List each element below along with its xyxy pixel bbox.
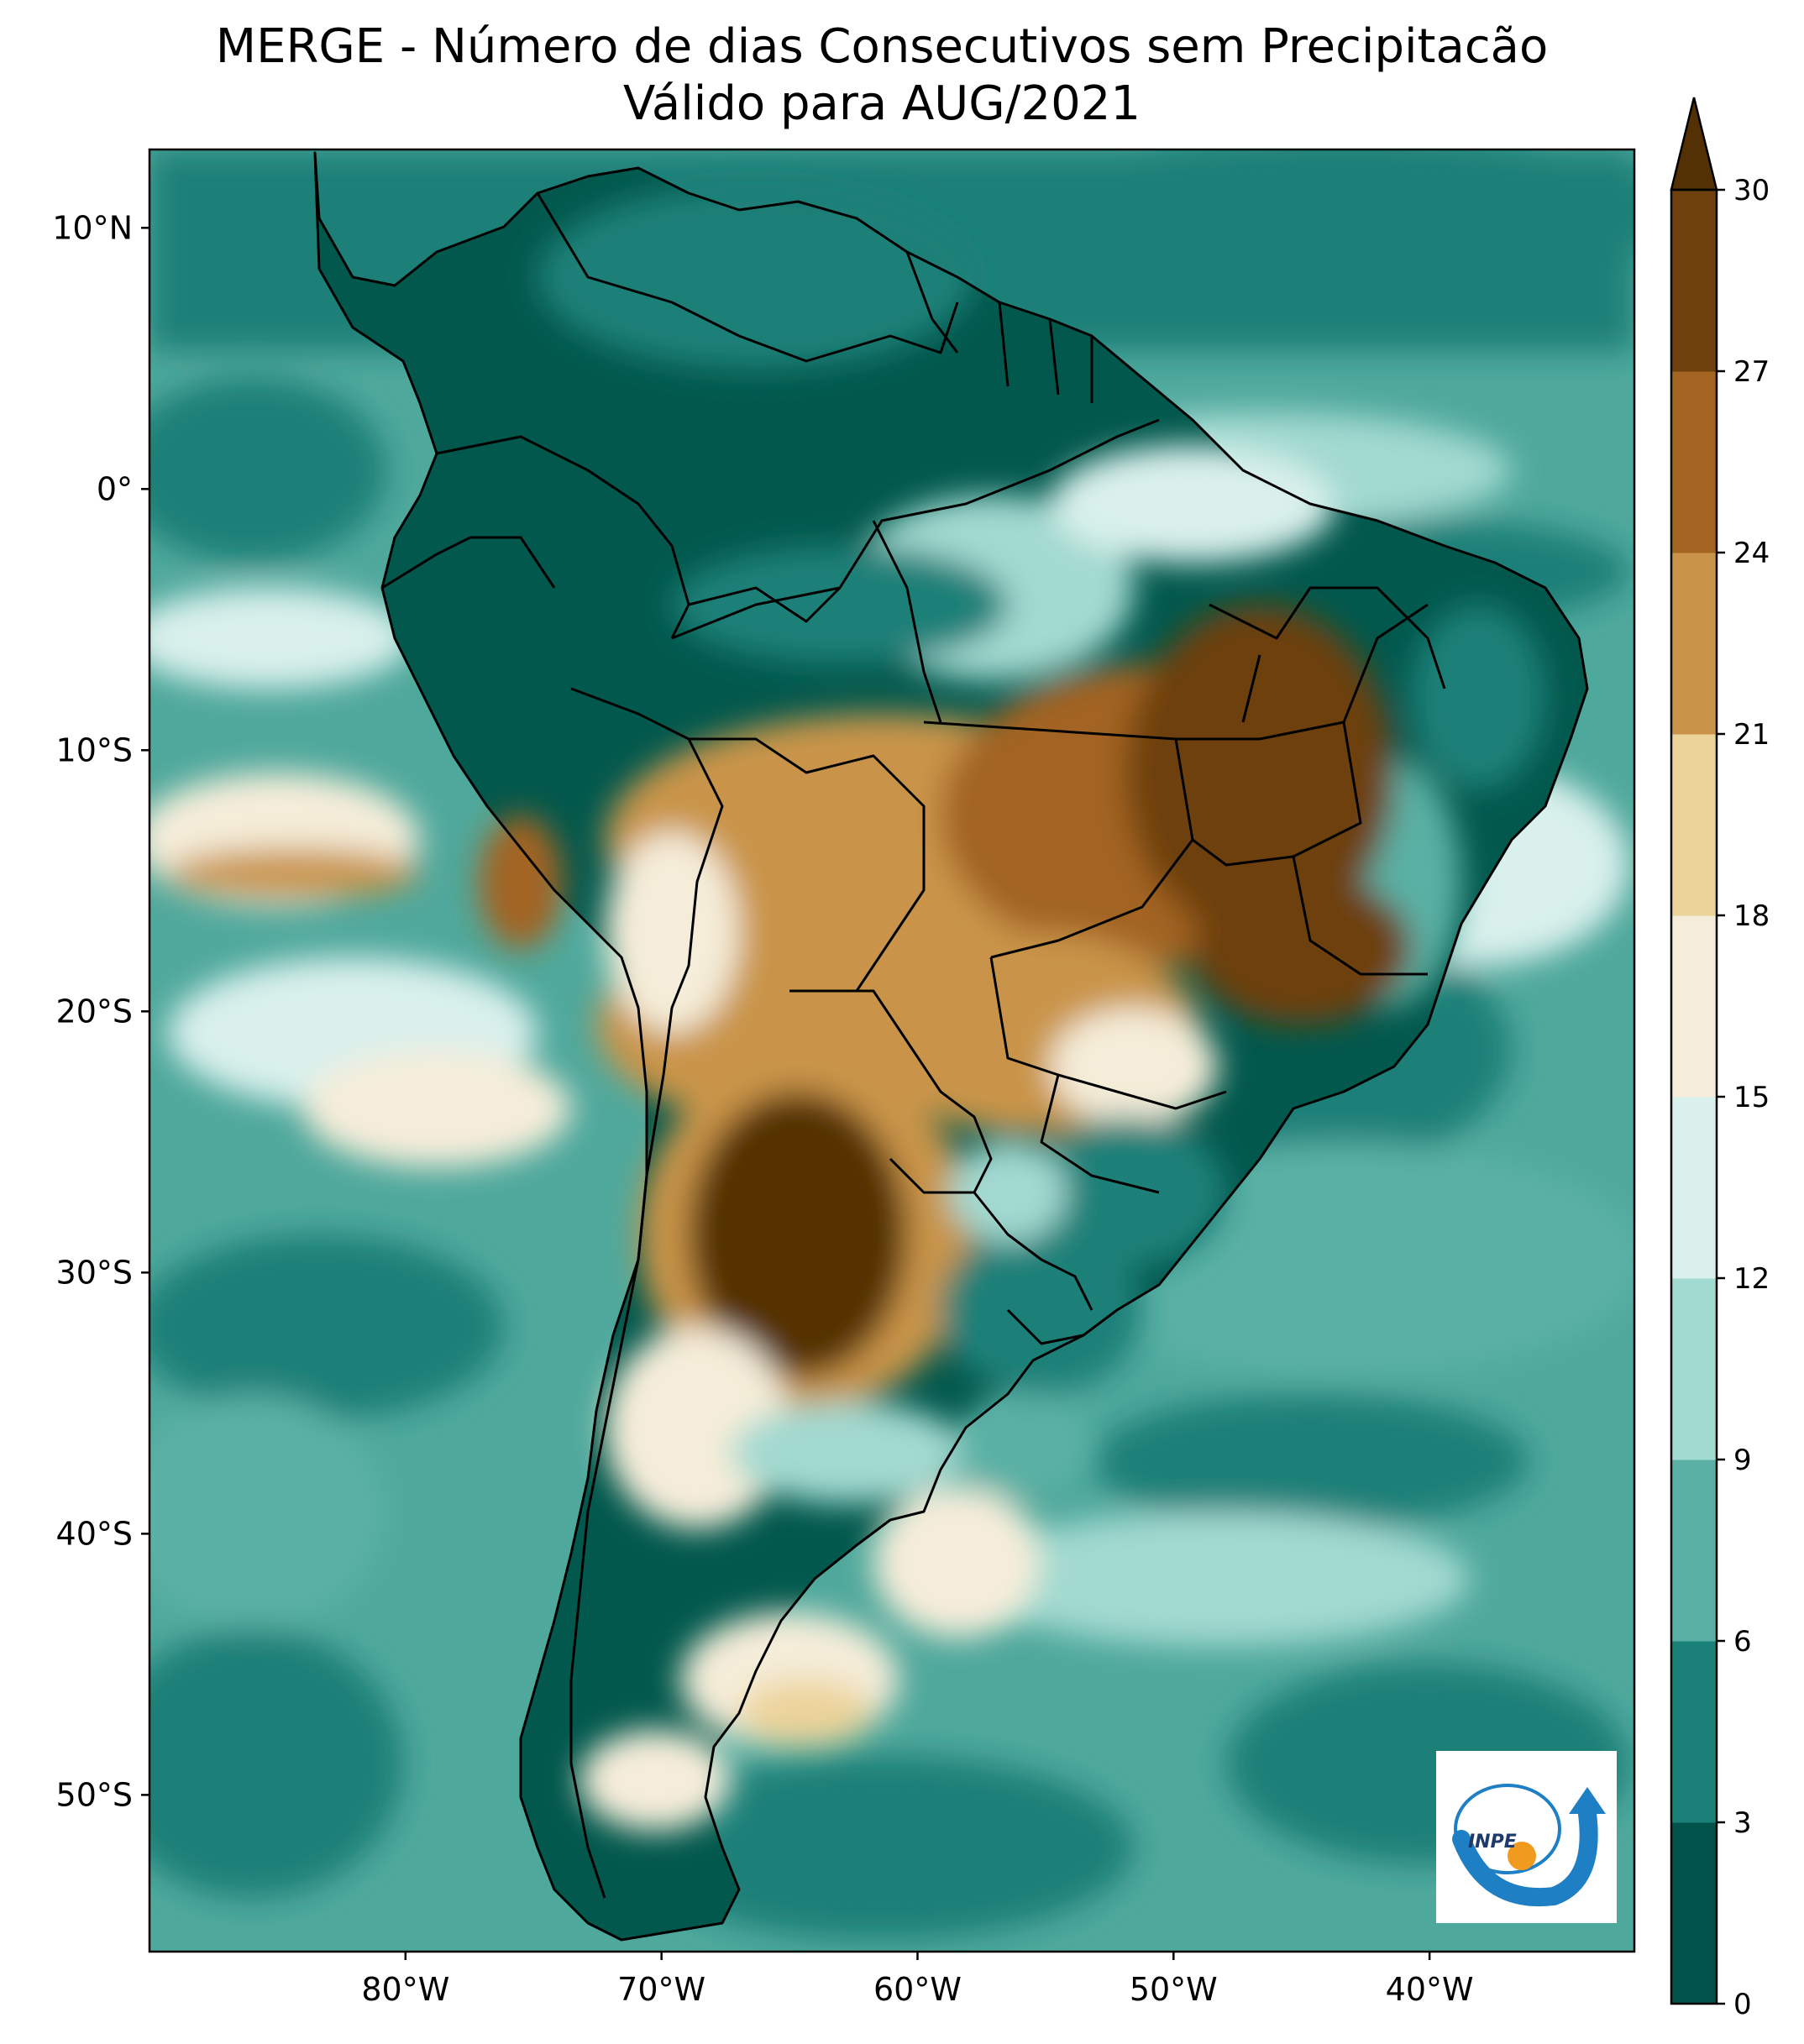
colorbar-segment <box>1671 1278 1717 1460</box>
lat-tick-label: 10°N <box>52 209 133 246</box>
colorbar-extend-arrow <box>1670 97 1718 191</box>
colorbar-label: 12 <box>1733 1262 1770 1296</box>
colorbar-label: 0 <box>1733 1988 1752 2021</box>
colorbar-label: 30 <box>1733 174 1770 207</box>
logo-arrow-icon <box>1569 1787 1606 1814</box>
lat-tick-label: 0° <box>97 470 133 507</box>
colorbar-segment <box>1671 1460 1717 1642</box>
border-uruguay <box>1006 1308 1084 1345</box>
colorbar-segment <box>1671 371 1717 553</box>
border-ecuador <box>381 536 556 590</box>
continent-outline <box>313 151 1589 1942</box>
lon-tick-label: 80°W <box>361 1971 449 2008</box>
colorbar-segment <box>1671 1097 1717 1279</box>
logo-sun-icon <box>1508 1842 1536 1870</box>
colorbar-segment <box>1671 915 1717 1098</box>
lat-tick-label: 10°S <box>56 731 133 768</box>
colorbar: 0 3 6 9 12 15 18 21 24 27 30 <box>1670 97 1770 2021</box>
map-frame <box>148 148 1636 1953</box>
colorbar-segment <box>1671 553 1717 735</box>
colorbar-label: 24 <box>1733 537 1770 570</box>
logo-text: INPE <box>1468 1832 1517 1853</box>
inpe-logo: INPE <box>1436 1751 1617 1923</box>
colorbar-label: 15 <box>1733 1081 1770 1114</box>
border-brazil-states-4 <box>1209 586 1446 723</box>
border-argentina-chile <box>569 1074 665 1899</box>
colorbar-segment <box>1671 734 1717 916</box>
colorbar-label: 6 <box>1733 1625 1752 1659</box>
logo-swoosh-icon <box>1452 1805 1598 1907</box>
map-title: MERGE - Número de dias Consecutivos sem … <box>215 19 1549 74</box>
border-brazil-north <box>671 418 1160 640</box>
border-brazil-states-5 <box>688 520 942 723</box>
map-subtitle: Válido para AUG/2021 <box>622 76 1141 131</box>
longitude-ticks: 80°W 70°W 60°W 50°W 40°W <box>361 1952 1474 2008</box>
colorbar-segment <box>1671 1641 1717 1823</box>
lat-tick-label: 20°S <box>56 993 133 1030</box>
border-venezuela <box>536 192 959 363</box>
latitude-ticks: 10°N 0° 10°S 20°S 30°S 40°S 50°S <box>52 209 149 1813</box>
lon-tick-label: 70°W <box>617 1971 705 2008</box>
logo-orbit-icon <box>1454 1784 1561 1874</box>
border-brazil-states-1 <box>923 603 1429 959</box>
colorbar-segment <box>1671 190 1717 372</box>
precip-zones <box>479 185 1545 1831</box>
colorbar-label: 9 <box>1733 1444 1752 1477</box>
lon-tick-label: 40°W <box>1386 1971 1474 2008</box>
colorbar-segment <box>1671 1822 1717 2005</box>
border-paraguay <box>789 989 993 1194</box>
colorbar-label: 27 <box>1733 355 1770 389</box>
lat-tick-label: 30°S <box>56 1254 133 1291</box>
colorbar-label: 21 <box>1733 718 1770 752</box>
lon-tick-label: 50°W <box>1130 1971 1218 2008</box>
border-bolivia-brazil <box>689 737 926 992</box>
border-guianas <box>905 251 1093 403</box>
colorbar-label: 3 <box>1733 1806 1752 1840</box>
border-brazil-states-2 <box>1192 721 1428 976</box>
border-brazil-states-3 <box>989 956 1227 1194</box>
colorbar-label: 18 <box>1733 899 1770 933</box>
border-peru-bolivia <box>570 687 724 1076</box>
border-argentina-brazil <box>973 1192 1093 1311</box>
political-borders <box>313 151 1589 1942</box>
lon-tick-label: 60°W <box>873 1971 962 2008</box>
lat-tick-label: 50°S <box>56 1776 133 1813</box>
lat-tick-label: 40°S <box>56 1515 133 1552</box>
precipitation-map <box>149 149 1634 1952</box>
